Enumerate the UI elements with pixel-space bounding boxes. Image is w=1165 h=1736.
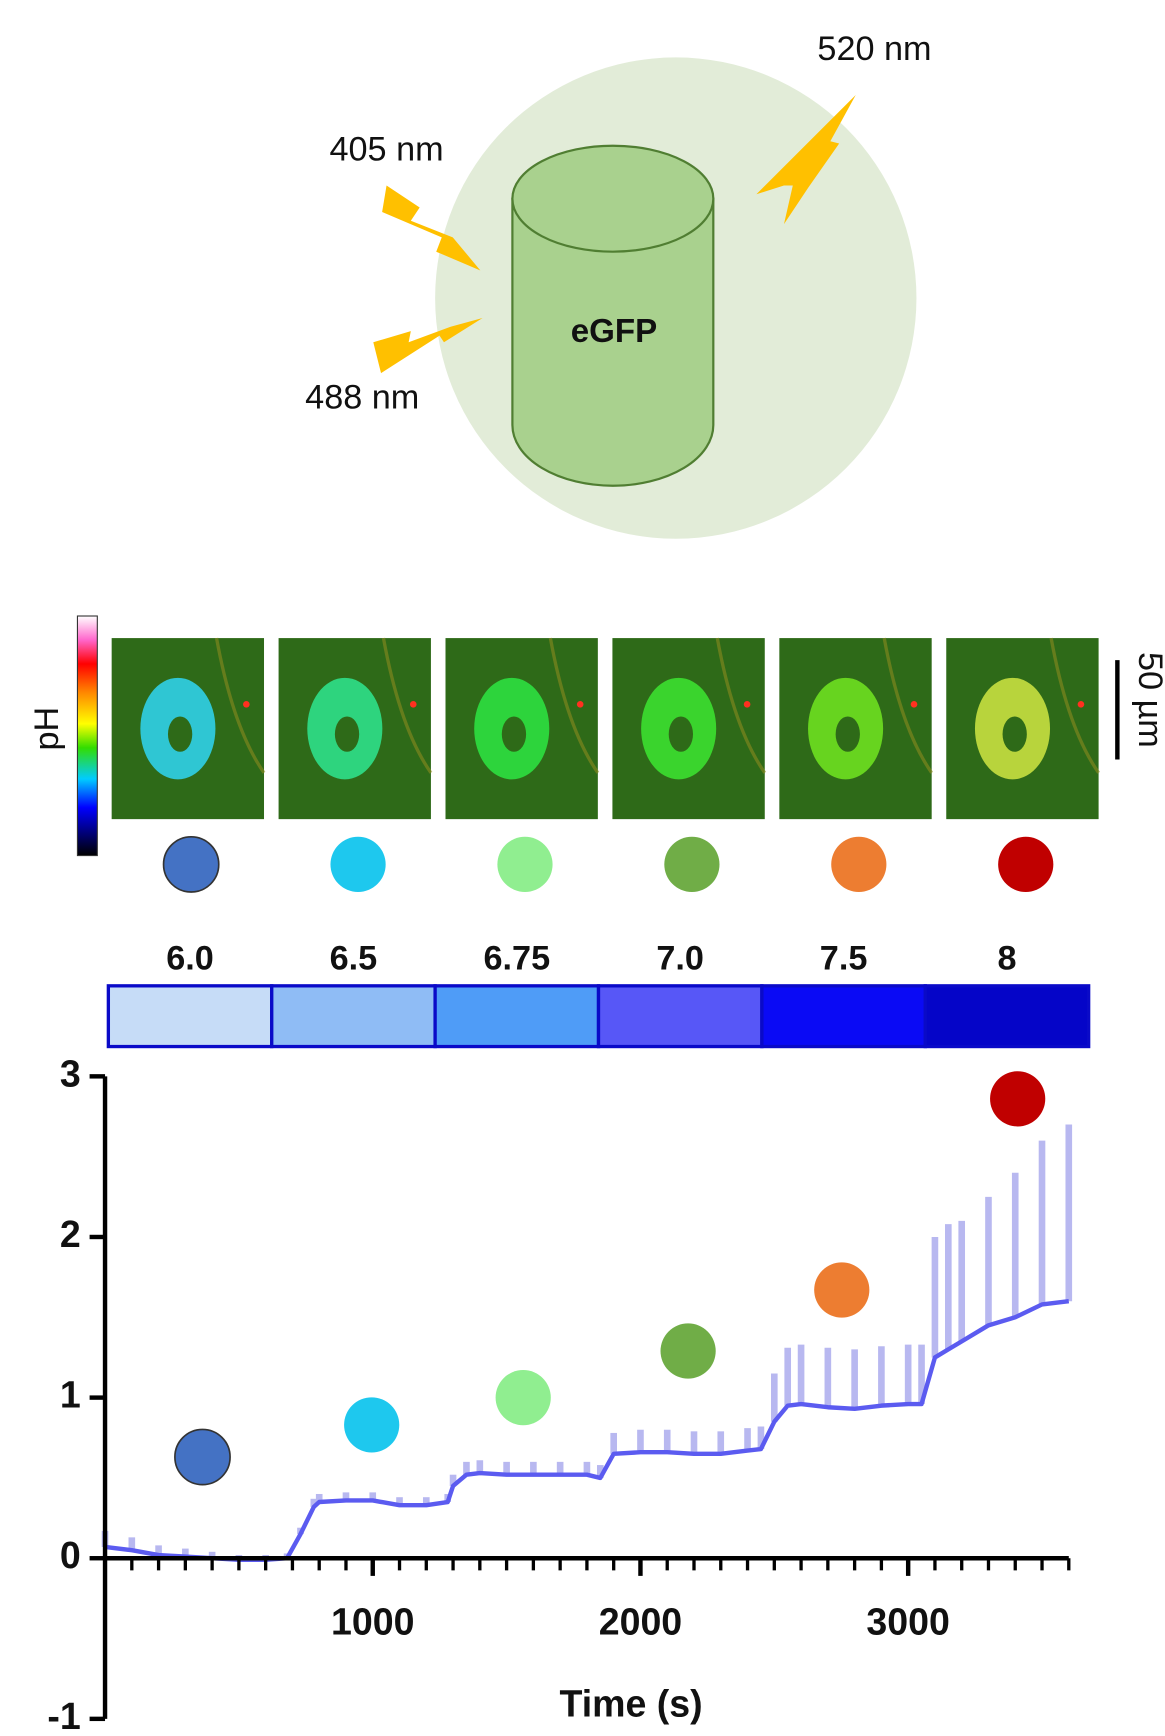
label-405: 405 nm [329, 130, 443, 168]
dot [410, 701, 417, 708]
figure: 405 nm 488 nm 520 nm eGFP pH 50 µm -1 0 1 2… [0, 0, 1165, 1731]
scale-bar-label: 50 µm [1131, 652, 1165, 748]
swatch [164, 837, 219, 892]
swatch [330, 837, 385, 892]
nucleus-hole [502, 716, 526, 751]
swatch [831, 837, 886, 892]
ph-label: 6.75 [484, 939, 551, 977]
x-tick-label: 2000 [599, 1600, 682, 1642]
ph-label: 7.0 [656, 939, 704, 977]
swatch [497, 837, 552, 892]
marker [175, 1429, 230, 1484]
marker [814, 1262, 869, 1317]
swatch [998, 837, 1053, 892]
dot [577, 701, 584, 708]
marker [496, 1370, 551, 1425]
y-tick-label: -1 [47, 1695, 80, 1731]
protein-label: eGFP [571, 313, 657, 350]
ph-step [599, 986, 762, 1047]
ph-label: 6.5 [330, 939, 378, 977]
dot [744, 701, 751, 708]
dot [911, 701, 918, 708]
nucleus-hole [669, 716, 693, 751]
ph-step [762, 986, 925, 1047]
nucleus-hole [1003, 716, 1027, 751]
marker [344, 1397, 399, 1452]
ph-step [925, 986, 1088, 1047]
dot [243, 701, 250, 708]
ph-step [435, 986, 598, 1047]
ph-label: 8 [997, 939, 1016, 977]
nucleus-hole [335, 716, 359, 751]
marker [661, 1323, 716, 1378]
colorbar-label: pH [28, 707, 66, 751]
x-tick-label: 1000 [331, 1600, 414, 1642]
ph-step [272, 986, 435, 1047]
ph-step [108, 986, 271, 1047]
y-tick-label: 3 [60, 1052, 81, 1094]
nucleus-hole [168, 716, 192, 751]
swatch [664, 837, 719, 892]
ph-label: 7.5 [820, 939, 868, 977]
x-tick-label: 3000 [866, 1600, 949, 1642]
marker [990, 1071, 1045, 1126]
nucleus-hole [836, 716, 860, 751]
label-488: 488 nm [305, 379, 419, 417]
colorbar [77, 616, 97, 856]
dot [1078, 701, 1085, 708]
y-tick-label: 2 [60, 1213, 81, 1255]
x-axis-label: Time (s) [559, 1683, 702, 1725]
y-tick-label: 1 [60, 1374, 81, 1416]
ph-label: 6.0 [166, 939, 214, 977]
cylinder-top [512, 146, 713, 252]
y-tick-label: 0 [60, 1534, 81, 1576]
mean-line [105, 1301, 1069, 1560]
label-520: 520 nm [817, 30, 931, 68]
